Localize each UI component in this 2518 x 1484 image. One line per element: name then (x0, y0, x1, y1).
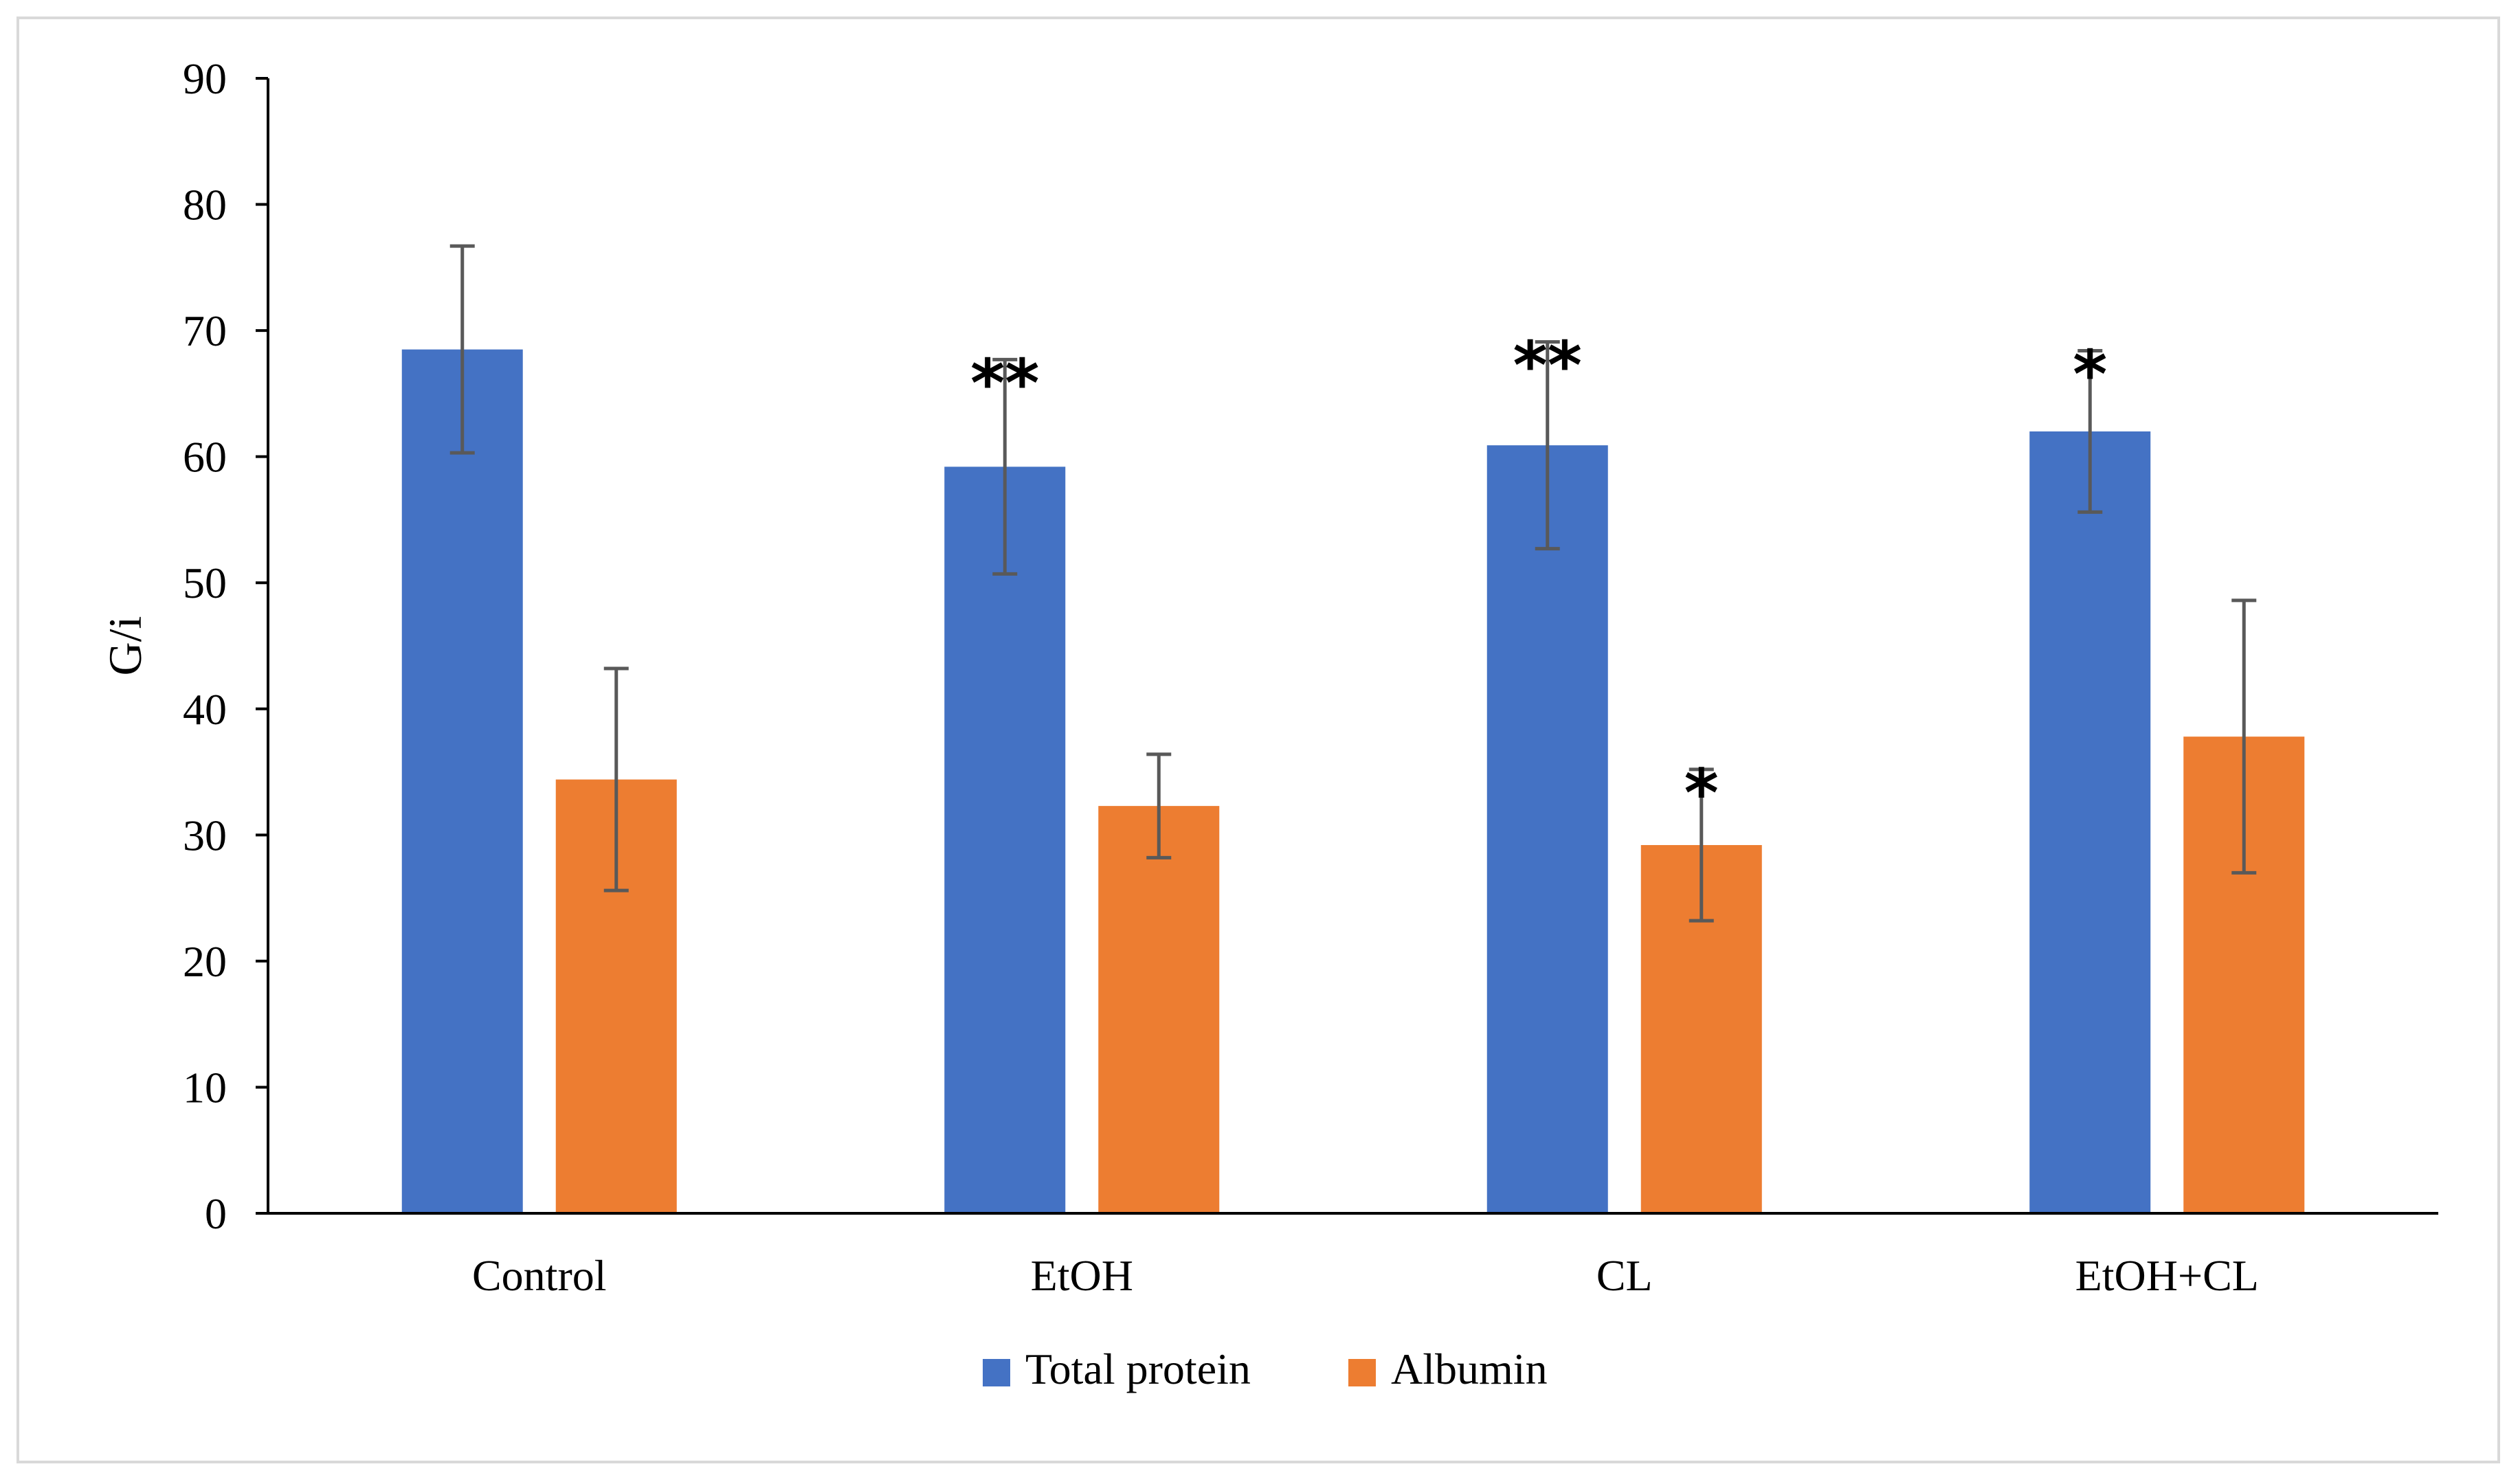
y-tick-label: 30 (183, 811, 227, 859)
bar-total-protein-etoh-cl (2029, 431, 2151, 1213)
legend-swatch-albumin (1348, 1359, 1376, 1386)
y-axis-title: G/i (99, 616, 151, 676)
legend-label: Albumin (1391, 1345, 1548, 1393)
category-label: EtOH (1031, 1251, 1133, 1300)
y-tick-label: 80 (183, 181, 227, 229)
y-tick-label: 60 (183, 433, 227, 482)
legend: Total protein Albumin (983, 1345, 1548, 1393)
legend-label: Total protein (1025, 1345, 1251, 1393)
bar-total-protein-cl (1486, 445, 1608, 1213)
legend-swatch-total-protein (983, 1359, 1010, 1386)
y-tick-label: 20 (183, 937, 227, 986)
category-label: Control (472, 1251, 607, 1300)
significance-mark: ** (1513, 328, 1582, 405)
category-label: EtOH+CL (2075, 1251, 2259, 1300)
bars-group (401, 349, 2305, 1214)
category-label: CL (1596, 1251, 1653, 1300)
error-bars-group (449, 244, 2257, 923)
bar-total-protein-etoh (944, 466, 1066, 1214)
y-tick-label: 10 (183, 1063, 227, 1112)
y-axis-ticks: 0 10 20 30 40 50 60 70 80 90 (183, 54, 268, 1238)
y-tick-label: 0 (205, 1189, 227, 1238)
significance-mark: ** (970, 345, 1039, 422)
y-tick-label: 50 (183, 559, 227, 607)
y-tick-label: 70 (183, 306, 227, 355)
bar-albumin-etoh (1098, 806, 1220, 1213)
y-tick-label: 40 (183, 685, 227, 734)
significance-mark: * (2073, 336, 2107, 413)
bar-total-protein-control (401, 349, 523, 1214)
significance-mark: * (1684, 755, 1719, 832)
significance-marks-group: ** **** (970, 328, 2107, 832)
y-tick-label: 90 (183, 54, 227, 103)
category-labels: Control EtOH CL EtOH+CL (472, 1251, 2259, 1300)
